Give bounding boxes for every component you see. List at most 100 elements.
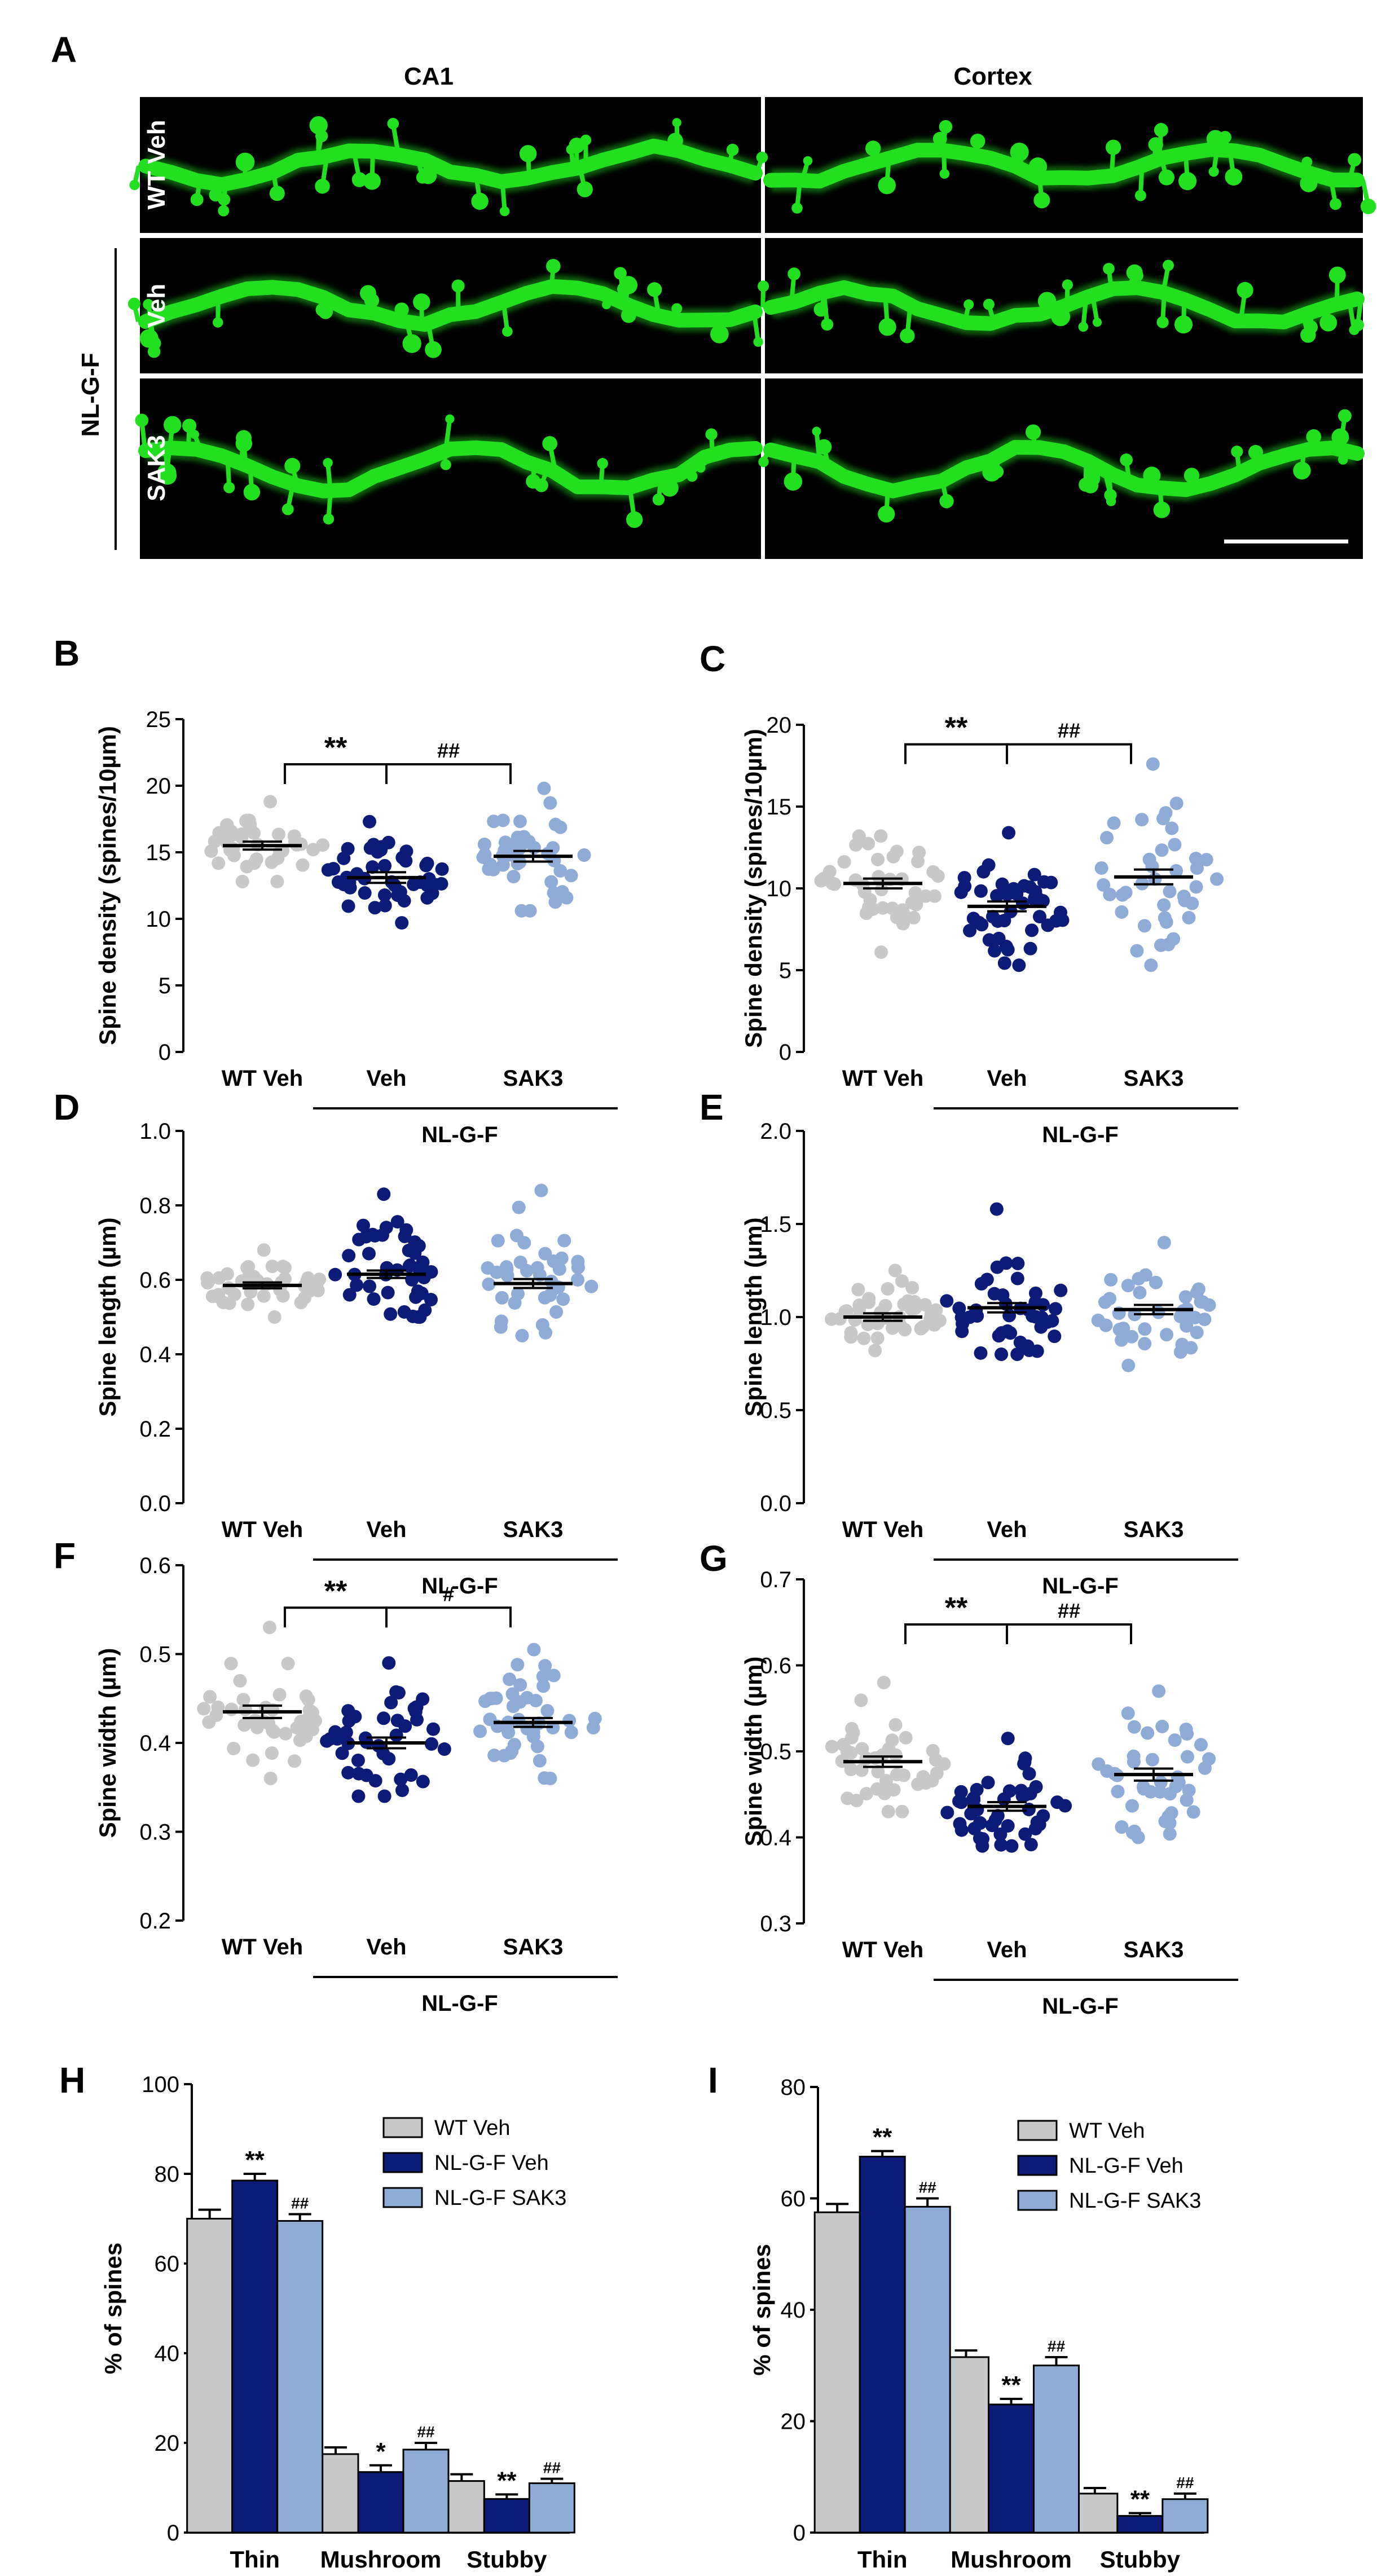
legend-swatch — [382, 2152, 423, 2173]
data-point — [952, 1301, 966, 1315]
data-point — [895, 1274, 909, 1288]
data-point — [1178, 1290, 1193, 1304]
data-point — [227, 1741, 241, 1755]
data-point — [980, 1272, 994, 1287]
data-point — [1180, 1750, 1194, 1764]
bar-series-1: ***** — [231, 2146, 530, 2534]
data-point — [953, 1817, 967, 1831]
category-label: WT Veh — [222, 1066, 303, 1091]
spine-head — [413, 293, 430, 311]
data-point — [923, 1312, 938, 1326]
significance-label: ## — [1176, 2474, 1194, 2491]
data-point — [508, 836, 522, 851]
data-point — [828, 877, 842, 891]
data-point — [341, 899, 355, 913]
significance-bracket — [1006, 1623, 1132, 1644]
spine-head — [190, 193, 204, 206]
bar — [186, 2218, 234, 2534]
data-point — [377, 888, 391, 902]
data-point — [1185, 896, 1199, 910]
data-point — [1210, 872, 1224, 886]
y-tick-label: 15 — [146, 840, 171, 865]
data-point — [871, 1765, 885, 1779]
dendrite-tile-2 — [127, 259, 763, 358]
y-tick-label: 15 — [767, 795, 792, 820]
spine-head — [323, 513, 335, 525]
data-point — [327, 862, 341, 876]
data-point — [247, 856, 261, 870]
data-point — [992, 931, 1006, 945]
data-point — [410, 1712, 424, 1727]
y-tick-label: 80 — [155, 2162, 180, 2187]
spine-head — [425, 341, 442, 358]
bar — [904, 2205, 951, 2534]
data-point — [366, 860, 380, 874]
data-point — [478, 848, 492, 862]
y-tick-label: 0.7 — [760, 1567, 791, 1592]
spine-head — [1248, 444, 1263, 460]
category-label: Stubby — [467, 2546, 547, 2573]
data-point — [363, 814, 377, 829]
panel-h: H 0 20 40 60 80 100 % of spines Thin Mushroom Stub… — [59, 2060, 575, 2573]
data-point — [511, 857, 525, 871]
data-point — [203, 1690, 217, 1704]
data-point — [1163, 884, 1177, 899]
y-tick-label: 1.0 — [139, 1119, 171, 1144]
data-point — [879, 1773, 894, 1787]
bar — [231, 2179, 279, 2534]
data-point — [1159, 915, 1173, 929]
series-0 — [204, 795, 330, 888]
spine-head — [143, 298, 154, 310]
data-point — [1103, 887, 1117, 901]
data-point — [424, 1265, 438, 1279]
data-point — [1037, 875, 1051, 889]
data-point — [870, 852, 885, 866]
data-point — [958, 879, 972, 893]
data-point — [1180, 1319, 1194, 1333]
data-point — [397, 894, 411, 908]
spine-head — [315, 178, 330, 194]
data-point — [487, 1749, 501, 1763]
data-point — [1199, 853, 1213, 867]
data-point — [888, 1263, 902, 1278]
spine-head — [687, 470, 698, 482]
data-point — [389, 1728, 403, 1742]
spine-head — [387, 117, 399, 130]
data-point — [503, 1672, 517, 1686]
category-label: WT Veh — [842, 1517, 923, 1542]
data-point — [557, 1234, 571, 1248]
significance-label: ## — [543, 2459, 561, 2477]
spine-head — [1156, 316, 1169, 328]
column-label-ca1: CA1 — [404, 63, 454, 90]
y-tick-label: 10 — [767, 877, 792, 901]
data-point — [1011, 1257, 1025, 1271]
data-point — [390, 1215, 404, 1229]
data-point — [538, 1659, 552, 1673]
y-tick-label: 0.5 — [760, 1740, 791, 1764]
data-point — [377, 1789, 391, 1803]
data-point — [270, 874, 284, 888]
y-tick-label: 1.0 — [760, 1305, 791, 1330]
y-tick-label: 5 — [159, 974, 171, 998]
legend-label: WT Veh — [434, 2116, 510, 2140]
category-label: SAK3 — [1124, 1937, 1184, 1962]
data-point — [351, 1753, 365, 1767]
data-point — [342, 1249, 356, 1263]
y-tick-label: 20 — [767, 713, 792, 738]
data-point — [1027, 868, 1041, 882]
spine-head — [1293, 461, 1311, 480]
data-point — [1058, 1799, 1072, 1813]
data-point — [509, 1228, 523, 1243]
significance-bracket — [284, 1606, 388, 1628]
category-label: Mushroom — [320, 2546, 442, 2573]
data-point — [485, 1692, 499, 1706]
data-point — [586, 1721, 600, 1735]
spine-head — [1051, 307, 1071, 327]
data-point — [940, 1294, 954, 1308]
spine-head — [129, 179, 140, 191]
data-point — [227, 848, 241, 862]
column-label-cortex: Cortex — [953, 63, 1032, 90]
data-point — [1127, 1749, 1141, 1763]
data-point — [377, 1711, 391, 1725]
